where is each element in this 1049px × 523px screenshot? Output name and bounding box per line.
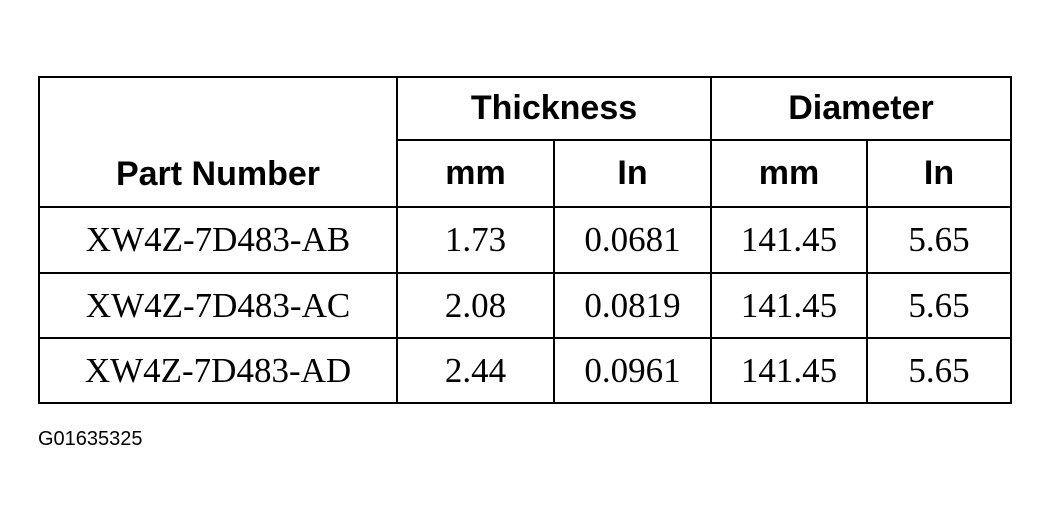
cell: XW4Z-7D483-AD [38, 337, 398, 404]
header-cell: Part Number [38, 76, 398, 208]
table-row: XW4Z-7D483-AC 2.08 0.0819 141.45 5.65 [38, 272, 1013, 339]
cell: 5.65 [865, 272, 1013, 339]
cell: 141.45 [710, 272, 868, 339]
header-cell: Diameter [709, 76, 1013, 141]
cell: XW4Z-7D483-AC [38, 272, 398, 339]
header-cell: mm [396, 139, 555, 208]
header-row: mm In mm In [39, 139, 1013, 208]
cell: 141.45 [710, 337, 868, 404]
figure-id: G01635325 [38, 428, 143, 450]
cell: 2.08 [396, 272, 555, 339]
cell: 141.45 [710, 206, 868, 274]
cell: 1.73 [396, 206, 555, 274]
header-cell: In [865, 139, 1013, 208]
cell: 0.0681 [553, 206, 712, 274]
header-cell: mm [710, 139, 868, 208]
cell: 5.65 [865, 206, 1013, 274]
table-row: XW4Z-7D483-AD 2.44 0.0961 141.45 5.65 [38, 337, 1013, 404]
spec-table: Part Number Thickness Diameter mm In mm … [38, 76, 1013, 404]
cell: XW4Z-7D483-AB [38, 206, 398, 274]
cell: 2.44 [396, 337, 555, 404]
header-row: Part Number Thickness Diameter [38, 76, 1013, 208]
header-cell: Thickness [396, 76, 712, 141]
cell: 5.65 [865, 337, 1013, 404]
table-row: XW4Z-7D483-AB 1.73 0.0681 141.45 5.65 [38, 206, 1013, 274]
cell: 0.0819 [553, 272, 712, 339]
cell: 0.0961 [553, 337, 712, 404]
header-cell: In [553, 139, 712, 208]
